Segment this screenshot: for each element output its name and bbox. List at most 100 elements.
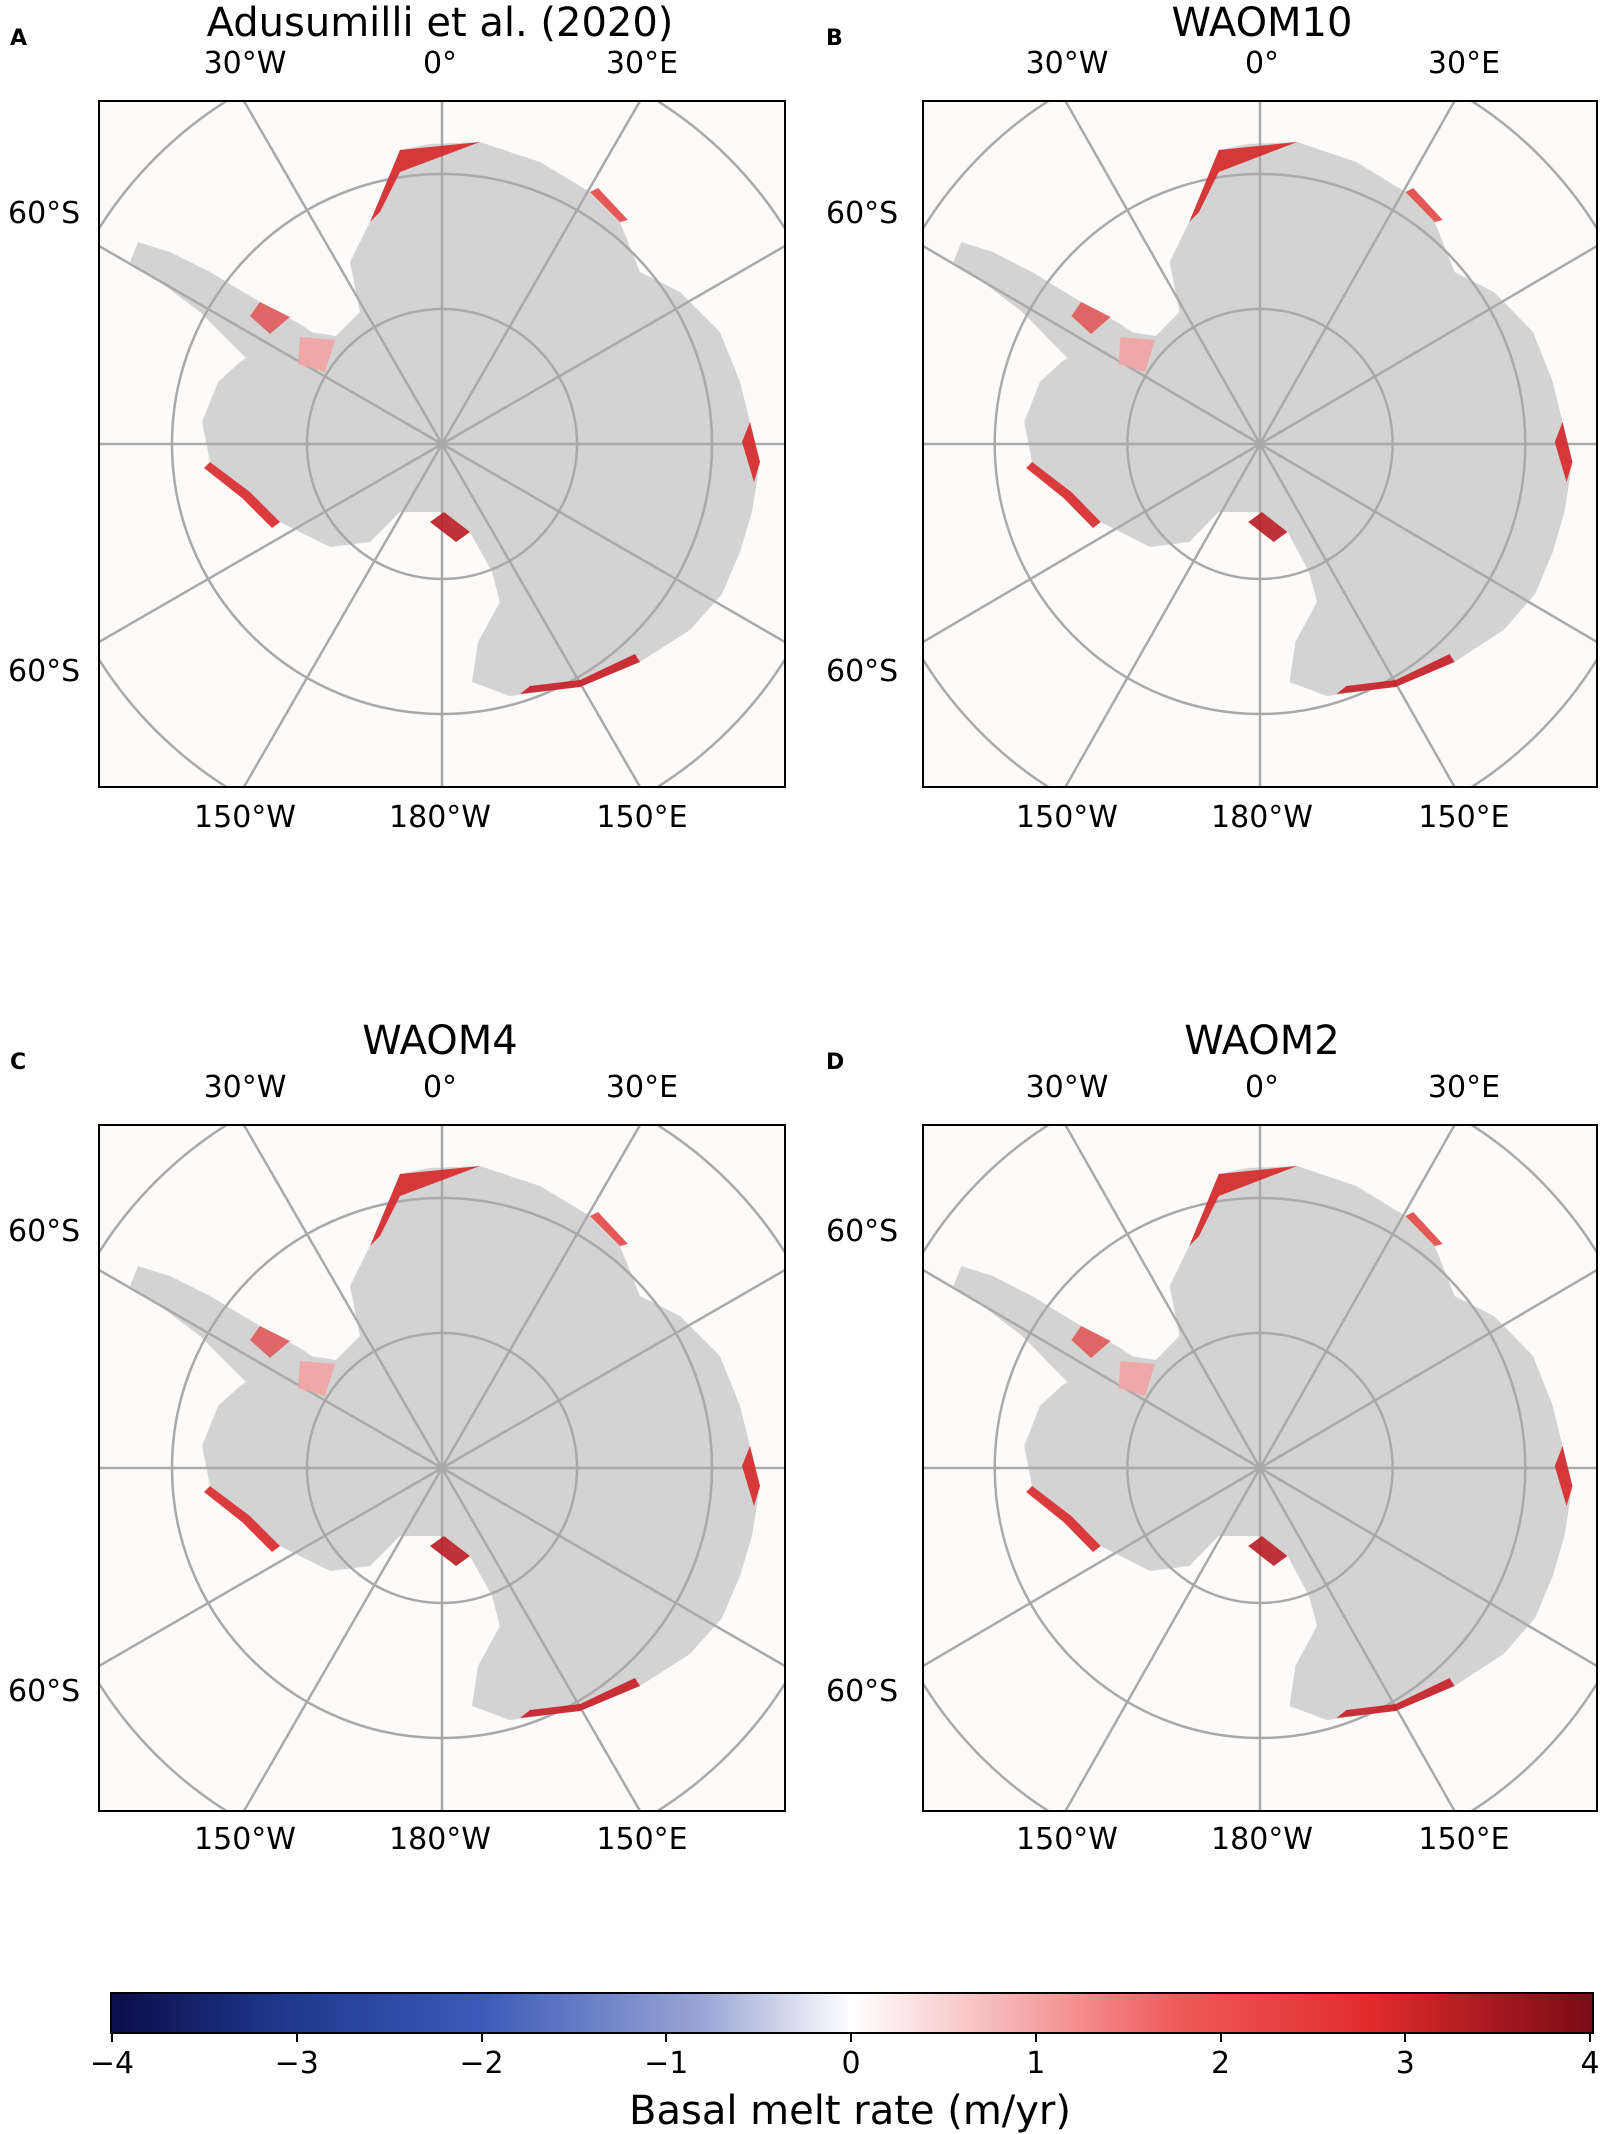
continent-shape — [1024, 1166, 1573, 1720]
melt-patch — [250, 1326, 290, 1358]
colorbar-tick-label: −2 — [459, 2046, 504, 2081]
melt-patch — [1026, 1486, 1101, 1552]
panel-letter: A — [10, 26, 28, 51]
melt-patch — [1118, 1361, 1155, 1396]
melt-patch — [1554, 422, 1573, 482]
meridian-line — [1259, 442, 1596, 643]
panel-letter: B — [826, 26, 843, 51]
lon-label-30w: 30°W — [1025, 46, 1109, 81]
lat-label-lower: 60°S — [826, 654, 899, 689]
melt-patch — [520, 1678, 640, 1718]
melt-patches — [1026, 142, 1573, 694]
meridian-line — [440, 443, 641, 786]
meridian-line — [924, 1466, 1261, 1667]
colorbar-tick-label: 0 — [841, 2046, 861, 2081]
antarctic-map — [924, 102, 1596, 786]
melt-patch — [250, 302, 290, 334]
melt-patch — [1189, 1166, 1298, 1246]
lon-label-30w: 30°W — [1025, 1070, 1109, 1105]
panel-letter: D — [826, 1050, 845, 1075]
melt-patch — [1026, 462, 1101, 528]
colorbar-tick — [111, 2032, 113, 2042]
lon-label-150w: 150°W — [194, 1822, 296, 1857]
map-frame — [98, 100, 786, 788]
melt-patch — [298, 1361, 335, 1396]
melt-patch — [590, 188, 628, 222]
melt-patch — [370, 1166, 480, 1246]
melt-patch — [430, 1536, 470, 1566]
peninsula-shape — [953, 242, 1160, 362]
melt-patch — [1118, 337, 1155, 372]
melt-patches — [1026, 1166, 1573, 1718]
melt-patch — [430, 512, 470, 542]
melt-patch — [1248, 512, 1288, 542]
continent-shape — [202, 142, 760, 696]
meridian-line — [243, 102, 444, 445]
melt-patch — [298, 337, 335, 372]
colorbar-tick-label: 2 — [1210, 2046, 1231, 2081]
lat-label-lower: 60°S — [8, 654, 81, 689]
lon-label-150w: 150°W — [1016, 800, 1118, 835]
meridian-line — [440, 1126, 641, 1469]
polar-grid — [100, 102, 784, 786]
meridian-line — [1259, 1269, 1596, 1470]
colorbar-tick — [1589, 2032, 1591, 2042]
lon-label-0: 0° — [1244, 46, 1280, 81]
meridian-line — [441, 245, 784, 446]
map-frame — [98, 1124, 786, 1812]
colorbar-tick — [850, 2032, 852, 2042]
colorbar-tick-label: 1 — [1026, 2046, 1046, 2081]
lat-label-upper: 60°S — [8, 1214, 81, 1249]
meridian-line — [100, 1466, 443, 1667]
meridian-line — [1064, 443, 1262, 786]
antarctic-map — [100, 102, 784, 786]
melt-patch — [1189, 142, 1298, 222]
panel-title: WAOM10 — [1171, 0, 1353, 46]
melt-patch — [204, 462, 280, 528]
lat-label-lower: 60°S — [826, 1674, 899, 1709]
meridian-line — [441, 442, 784, 643]
antarctic-map — [100, 1126, 784, 1810]
meridian-line — [100, 1269, 443, 1470]
lon-label-150e: 150°E — [1418, 1822, 1510, 1857]
meridian-line — [441, 1466, 784, 1667]
peninsula-shape — [130, 242, 340, 362]
lon-label-30e: 30°E — [605, 46, 679, 81]
meridian-line — [441, 1269, 784, 1470]
lon-label-30e: 30°E — [605, 1070, 679, 1105]
lon-label-0: 0° — [422, 1070, 458, 1105]
meridian-line — [1064, 1467, 1262, 1810]
meridian-line — [924, 442, 1261, 643]
melt-patch — [1336, 654, 1455, 694]
melt-patch — [1405, 1212, 1443, 1246]
continent-shape — [1024, 142, 1573, 696]
lon-label-0: 0° — [1244, 1070, 1280, 1105]
lon-label-150e: 150°E — [596, 800, 688, 835]
lat-label-upper: 60°S — [826, 1214, 899, 1249]
lat-label-upper: 60°S — [8, 196, 81, 231]
colorbar-tick — [295, 2032, 298, 2042]
antarctica-land — [953, 1166, 1573, 1720]
lon-label-30w: 30°W — [203, 46, 287, 81]
lon-label-180w: 180°W — [389, 800, 491, 835]
meridian-line — [1064, 102, 1262, 445]
panel-letter: C — [10, 1050, 27, 1075]
colorbar-tick — [1404, 2032, 1407, 2042]
colorbar — [110, 1992, 1594, 2034]
meridian-line — [440, 1467, 641, 1810]
meridian-line — [440, 102, 641, 445]
meridian-line — [100, 442, 443, 643]
meridian-line — [243, 1126, 444, 1469]
panel-title: Adusumilli et al. (2020) — [206, 0, 674, 46]
meridian-line — [243, 443, 444, 786]
meridian-line — [1258, 1467, 1456, 1810]
melt-patch — [742, 1446, 760, 1506]
lat-label-upper: 60°S — [826, 196, 899, 231]
melt-patch — [1248, 1536, 1288, 1566]
melt-patch — [1405, 188, 1443, 222]
meridian-line — [1258, 443, 1456, 786]
colorbar-tick-label: 3 — [1395, 2046, 1415, 2081]
colorbar-tick-label: −3 — [274, 2046, 319, 2081]
melt-patch — [204, 1486, 280, 1552]
lon-label-150w: 150°W — [194, 800, 296, 835]
